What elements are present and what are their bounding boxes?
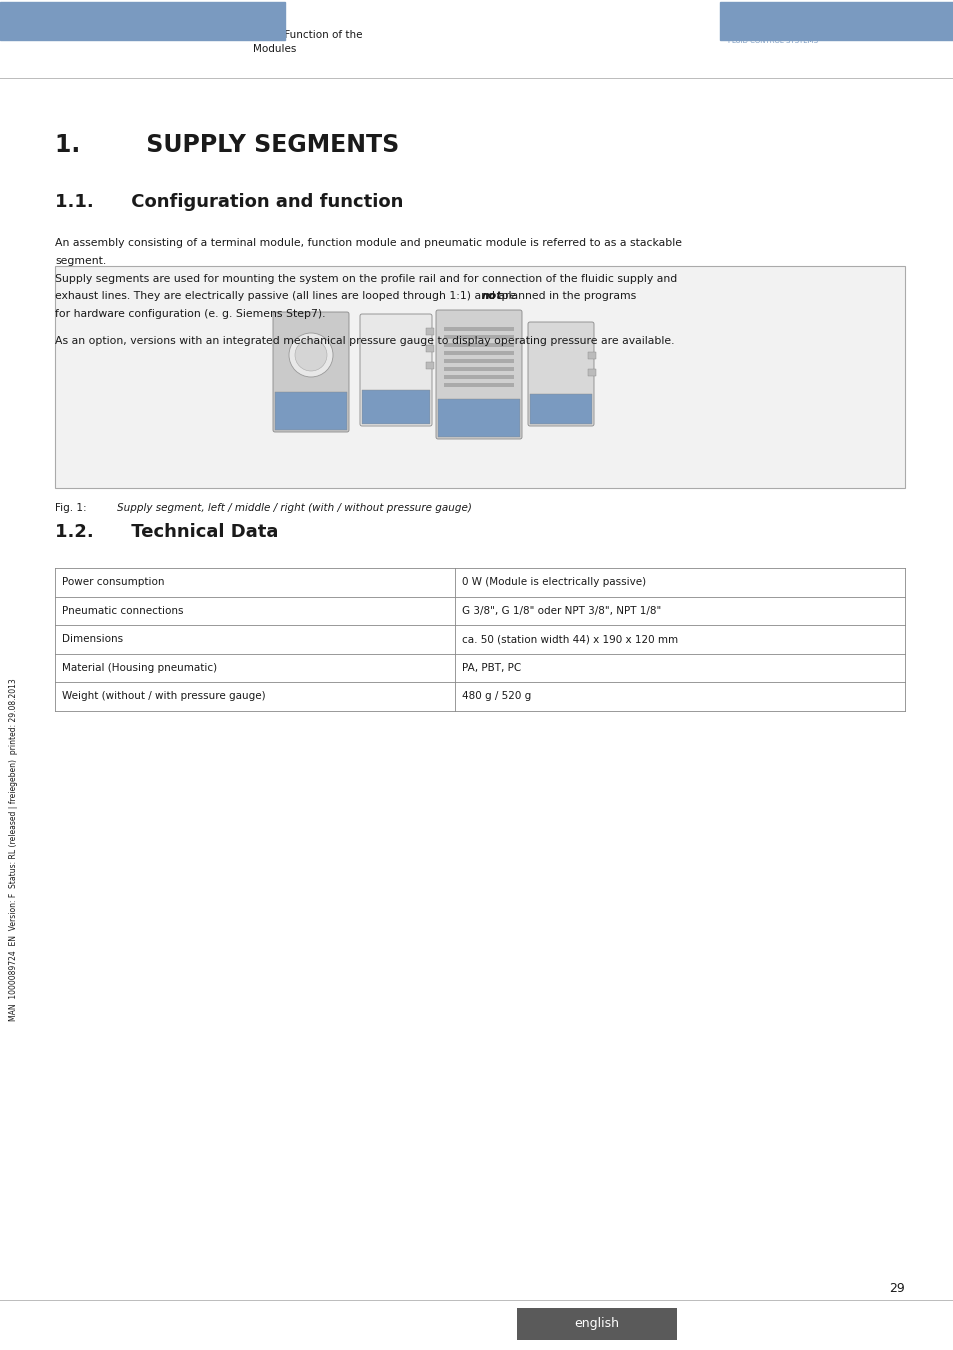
- Bar: [443, 351, 514, 355]
- Text: PA, PBT, PC: PA, PBT, PC: [461, 663, 520, 672]
- FancyBboxPatch shape: [436, 310, 521, 439]
- Text: ca. 50 (station width 44) x 190 x 120 mm: ca. 50 (station width 44) x 190 x 120 mm: [461, 634, 677, 644]
- Bar: [0, 1, 285, 40]
- Text: 29: 29: [888, 1281, 904, 1295]
- Text: planned in the programs: planned in the programs: [497, 292, 636, 301]
- Text: FLUID CONTROL SYSTEMS: FLUID CONTROL SYSTEMS: [727, 38, 817, 45]
- Bar: [437, 400, 519, 437]
- Bar: [720, 1, 953, 40]
- Text: MAN  1000089724  EN  Version: F  Status: RL (released | freiegeben)  printed: 29: MAN 1000089724 EN Version: F Status: RL …: [9, 679, 17, 1022]
- Text: Configuration and Function of the
Modules: Configuration and Function of the Module…: [187, 30, 362, 54]
- Bar: [426, 362, 434, 369]
- Bar: [727, 3, 732, 7]
- Bar: [55, 266, 904, 487]
- Bar: [443, 327, 514, 331]
- Text: Fig. 1:: Fig. 1:: [55, 504, 99, 513]
- Bar: [274, 392, 347, 431]
- Text: An assembly consisting of a terminal module, function module and pneumatic modul: An assembly consisting of a terminal mod…: [55, 238, 681, 248]
- Bar: [443, 359, 514, 363]
- Text: for hardware configuration (e. g. Siemens Step7).: for hardware configuration (e. g. Siemen…: [55, 309, 325, 319]
- Text: english: english: [574, 1318, 618, 1331]
- Circle shape: [289, 333, 333, 377]
- Bar: [530, 394, 592, 424]
- Bar: [741, 3, 745, 7]
- Text: 1.        SUPPLY SEGMENTS: 1. SUPPLY SEGMENTS: [55, 134, 399, 157]
- Text: Weight (without / with pressure gauge): Weight (without / with pressure gauge): [62, 691, 265, 701]
- Text: segment.: segment.: [55, 255, 106, 266]
- Text: Power consumption: Power consumption: [62, 578, 164, 587]
- Bar: [426, 346, 434, 352]
- FancyBboxPatch shape: [359, 315, 432, 427]
- Text: bürkert: bürkert: [727, 14, 815, 32]
- Text: Type 8650: Type 8650: [211, 16, 274, 27]
- Text: G 3/8", G 1/8" oder NPT 3/8", NPT 1/8": G 3/8", G 1/8" oder NPT 3/8", NPT 1/8": [461, 606, 660, 616]
- Text: 0 W (Module is electrically passive): 0 W (Module is electrically passive): [461, 578, 645, 587]
- Bar: [734, 3, 739, 7]
- Text: Pneumatic connections: Pneumatic connections: [62, 606, 183, 616]
- Bar: [443, 367, 514, 371]
- Bar: [443, 343, 514, 347]
- Text: not: not: [481, 292, 502, 301]
- Text: Dimensions: Dimensions: [62, 634, 123, 644]
- Circle shape: [294, 339, 327, 371]
- Text: Supply segment, left / middle / right (with / without pressure gauge): Supply segment, left / middle / right (w…: [117, 504, 472, 513]
- FancyBboxPatch shape: [527, 323, 594, 427]
- Text: 480 g / 520 g: 480 g / 520 g: [461, 691, 530, 701]
- Bar: [443, 375, 514, 379]
- Bar: [361, 390, 430, 424]
- Bar: [426, 328, 434, 335]
- FancyBboxPatch shape: [273, 312, 349, 432]
- Bar: [587, 352, 596, 359]
- Text: 1.2.      Technical Data: 1.2. Technical Data: [55, 522, 278, 541]
- Bar: [587, 369, 596, 377]
- Text: 1.1.      Configuration and function: 1.1. Configuration and function: [55, 193, 403, 211]
- Text: exhaust lines. They are electrically passive (all lines are looped through 1:1) : exhaust lines. They are electrically pas…: [55, 292, 519, 301]
- Bar: [443, 383, 514, 387]
- Text: Material (Housing pneumatic): Material (Housing pneumatic): [62, 663, 217, 672]
- Bar: [443, 335, 514, 339]
- Text: As an option, versions with an integrated mechanical pressure gauge to display o: As an option, versions with an integrate…: [55, 336, 674, 346]
- Bar: [517, 1308, 677, 1341]
- Text: Supply segments are used for mounting the system on the profile rail and for con: Supply segments are used for mounting th…: [55, 274, 677, 284]
